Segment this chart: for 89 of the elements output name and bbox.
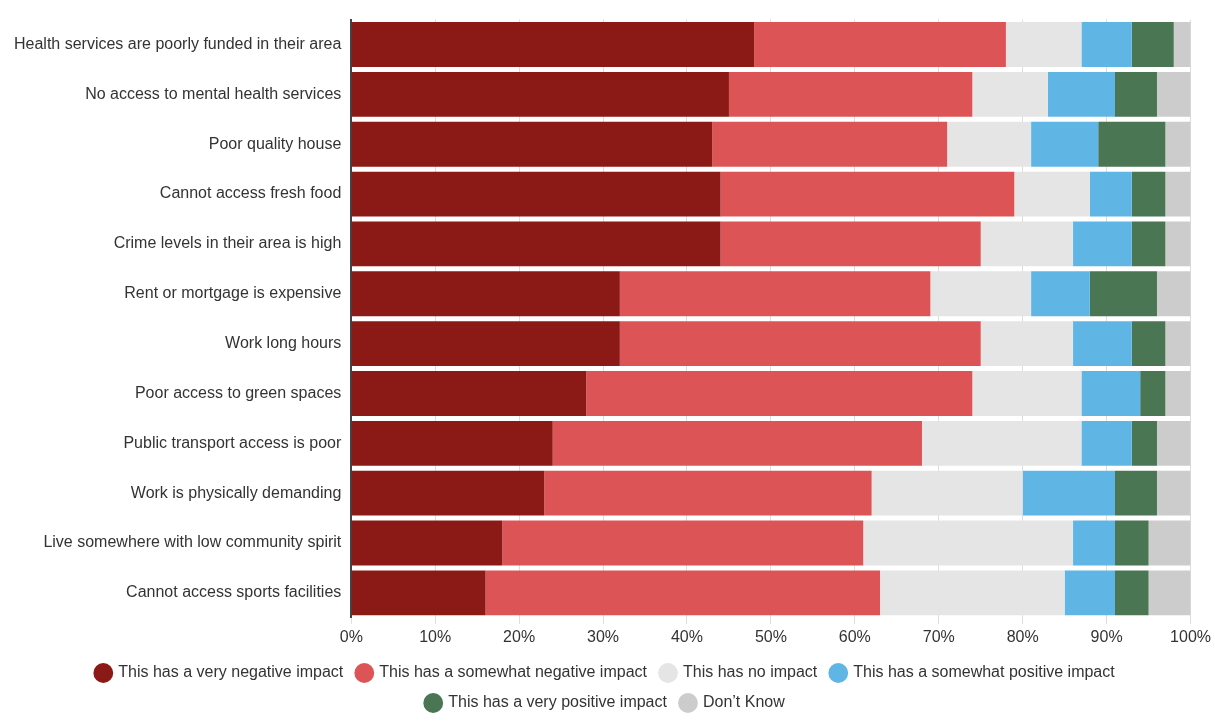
y-tick-label: Health services are poorly funded in their area xyxy=(13,34,342,52)
bar xyxy=(1047,71,1116,117)
bar xyxy=(1165,371,1191,416)
x-tick-label: 70% xyxy=(922,627,955,645)
x-tick-label: 80% xyxy=(1006,627,1039,645)
bar xyxy=(1115,520,1149,566)
bar xyxy=(351,420,553,466)
x-tick-label: 20% xyxy=(503,627,536,645)
y-tick-label: Rent or mortgage is expensive xyxy=(124,284,342,302)
bar xyxy=(1081,420,1132,466)
bar xyxy=(1156,271,1191,317)
y-tick-label: No access to mental health services xyxy=(85,84,342,102)
y-tick-label: Cannot access sports facilities xyxy=(126,583,342,601)
bar xyxy=(619,321,981,367)
bar xyxy=(351,371,587,416)
bar xyxy=(544,470,872,516)
bar xyxy=(351,271,620,317)
bar xyxy=(1131,321,1166,367)
x-tick-label: 90% xyxy=(1090,627,1123,645)
bar xyxy=(586,371,973,416)
bar xyxy=(1148,570,1191,616)
y-tick-label: Live somewhere with low community spirit xyxy=(43,533,342,551)
bar xyxy=(1156,71,1191,117)
x-tick-label: 50% xyxy=(754,627,787,645)
bar xyxy=(1165,321,1191,367)
x-tick-label: 10% xyxy=(419,627,452,645)
bar xyxy=(720,221,981,267)
y-tick-label: Crime levels in their area is high xyxy=(113,234,342,252)
bar xyxy=(351,470,545,516)
bar xyxy=(552,420,922,466)
bar xyxy=(1022,470,1116,516)
bar xyxy=(1131,22,1174,67)
x-tick-label: 30% xyxy=(587,627,620,645)
bar xyxy=(728,71,973,117)
bar xyxy=(351,121,713,167)
bar xyxy=(1165,171,1191,217)
x-tick-label: 100% xyxy=(1170,627,1211,645)
bar xyxy=(351,171,721,217)
bar xyxy=(1165,221,1191,267)
bar xyxy=(1073,321,1132,367)
y-tick-label: Poor quality house xyxy=(208,134,342,152)
bar xyxy=(1073,221,1132,267)
bar xyxy=(1156,470,1191,516)
bar xyxy=(1131,221,1166,267)
bar xyxy=(1098,121,1166,167)
bar xyxy=(1165,121,1191,167)
bar xyxy=(1081,371,1141,416)
y-tick-label: Poor access to green spaces xyxy=(134,383,342,401)
bar xyxy=(1156,420,1191,466)
bar xyxy=(1031,271,1090,317)
bar xyxy=(712,121,948,167)
bar xyxy=(485,570,881,616)
bar xyxy=(351,221,721,267)
x-tick-label: 0% xyxy=(339,627,363,645)
bar xyxy=(1140,371,1166,416)
bar xyxy=(1115,570,1149,616)
bar xyxy=(1131,420,1157,466)
bar xyxy=(351,520,503,566)
x-tick-label: 40% xyxy=(670,627,703,645)
bar xyxy=(1115,71,1157,117)
bar xyxy=(351,321,620,367)
y-tick-label: Public transport access is poor xyxy=(123,433,342,451)
bar xyxy=(1115,470,1157,516)
bar xyxy=(1064,570,1116,616)
bar xyxy=(1073,520,1116,566)
y-tick-label: Work is physically demanding xyxy=(130,483,342,501)
bar xyxy=(351,22,755,67)
bar xyxy=(502,520,864,566)
bar xyxy=(351,570,486,616)
bar xyxy=(1031,121,1099,167)
bar xyxy=(1148,520,1191,566)
x-tick-label: 60% xyxy=(838,627,871,645)
y-tick-label: Cannot access fresh food xyxy=(159,184,342,202)
legend-label: This has a somewhat positive impact xyxy=(853,663,1116,681)
y-tick-label: Work long hours xyxy=(225,334,342,352)
legend-label: This has a very negative impact xyxy=(118,663,344,681)
bar xyxy=(1089,271,1157,317)
bar xyxy=(351,71,729,117)
bar xyxy=(720,171,1015,217)
legend-label: This has a very positive impact xyxy=(448,693,668,711)
bar xyxy=(1081,22,1132,67)
legend-label: This has a somewhat negative impact xyxy=(379,663,648,681)
legend-label: This has no impact xyxy=(682,663,818,681)
bar xyxy=(1089,171,1132,217)
bar xyxy=(1173,22,1191,67)
bar xyxy=(1131,171,1166,217)
bar xyxy=(619,271,931,317)
bar xyxy=(754,22,1006,67)
legend-label: Don’t Know xyxy=(702,693,786,711)
